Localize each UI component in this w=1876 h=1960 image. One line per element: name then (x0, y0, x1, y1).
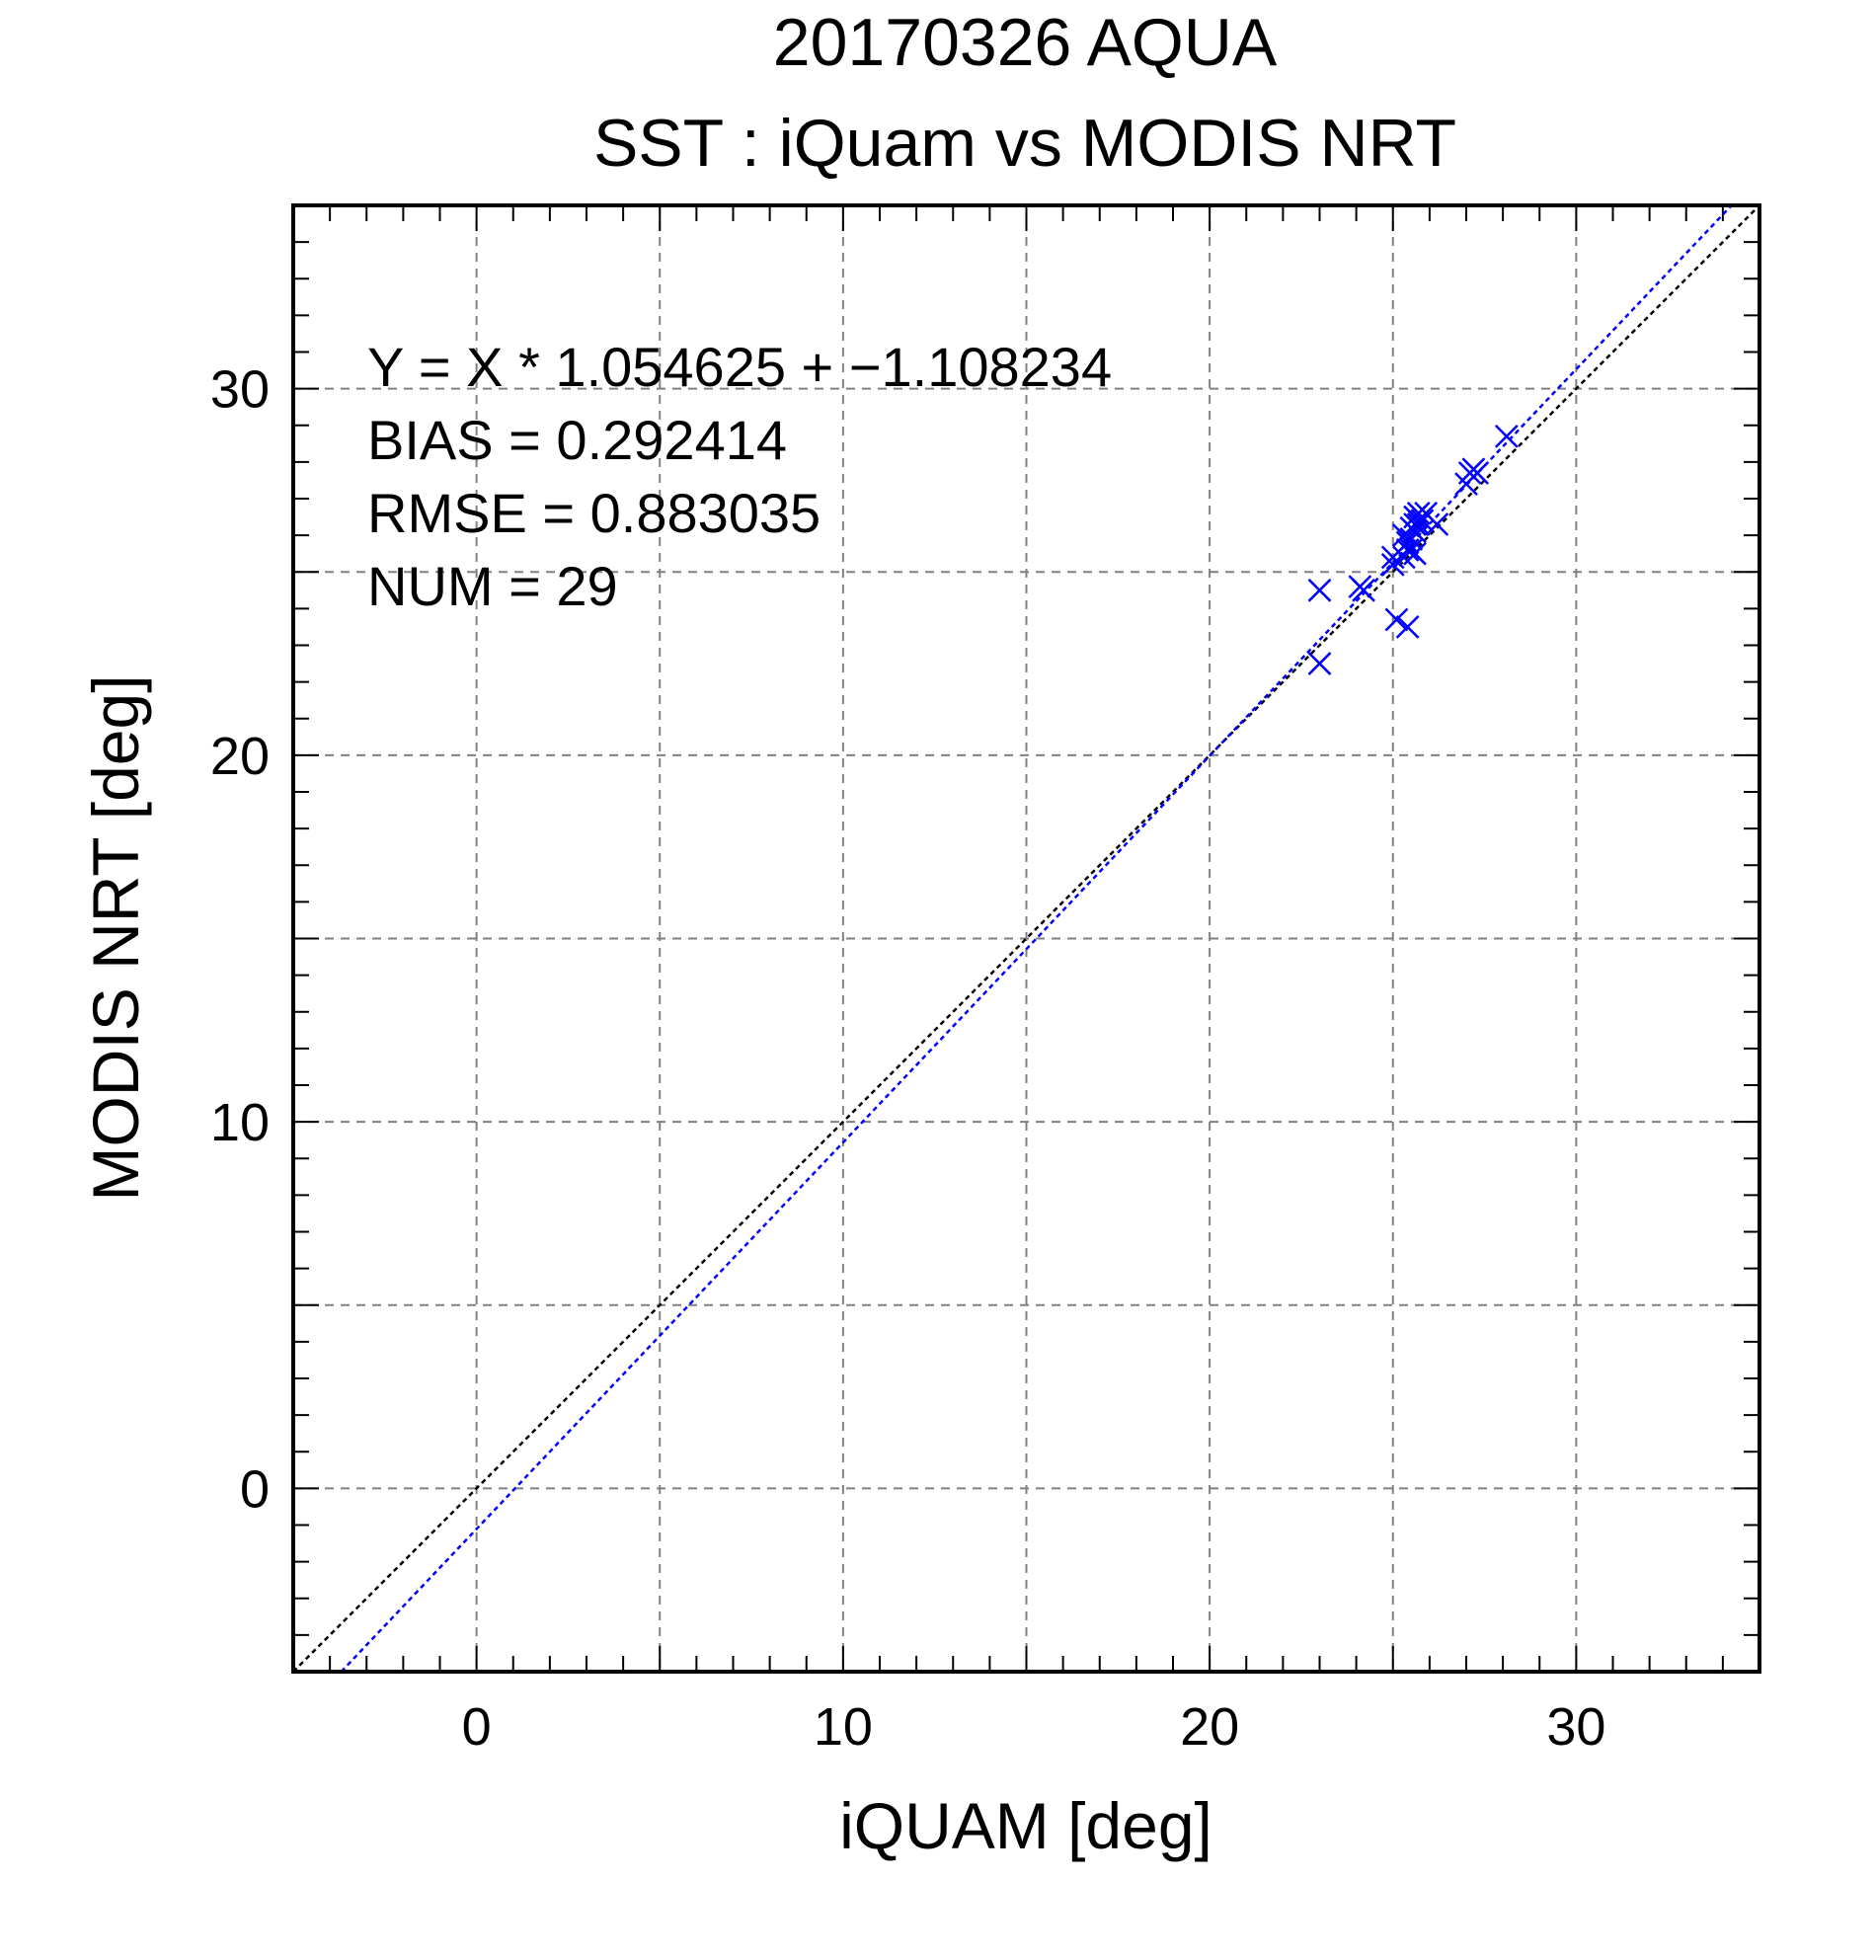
data-point-stroke (1384, 607, 1409, 632)
num-text: NUM = 29 (367, 555, 618, 617)
x-tick-label: 30 (1546, 1697, 1605, 1757)
data-point (1395, 615, 1420, 639)
data-point-stroke (1352, 578, 1375, 602)
one-to-one-line (292, 204, 1760, 1673)
tick-labels: 0 10 20 30 0 10 20 30 (210, 360, 1605, 1757)
bias-text: BIAS = 0.292414 (367, 409, 787, 471)
data-point-stroke (1403, 541, 1427, 566)
data-point (1399, 526, 1424, 551)
y-tick-label: 30 (210, 360, 270, 420)
y-axis-label: MODIS NRT [deg] (79, 674, 152, 1201)
data-point (1425, 512, 1449, 536)
plot-frame (291, 203, 1761, 1674)
y-tick-label: 20 (210, 727, 270, 786)
data-point-stroke (1410, 509, 1435, 533)
data-point (1392, 523, 1416, 548)
data-point-stroke (1392, 523, 1416, 548)
reference-lines (292, 204, 1760, 1673)
data-point-stroke (1425, 512, 1449, 536)
x-tick-label: 10 (814, 1697, 873, 1757)
data-point-stroke (1395, 615, 1420, 639)
data-point-stroke (1414, 501, 1439, 525)
data-point-stroke (1494, 425, 1519, 448)
data-point (1403, 541, 1427, 566)
data-point (1410, 509, 1435, 533)
data-point (1406, 501, 1431, 525)
data-point (1384, 607, 1409, 632)
data-point (1465, 461, 1490, 485)
x-tick-label: 0 (462, 1697, 492, 1757)
data-point-stroke (1399, 526, 1424, 551)
data-point-stroke (1465, 461, 1490, 485)
chart-title: 20170326 AQUA (773, 5, 1278, 80)
y-tick-label: 0 (240, 1459, 270, 1519)
rmse-text: RMSE = 0.883035 (367, 482, 821, 544)
fit-equation: Y = X * 1.054625 + −1.108234 (367, 336, 1112, 398)
y-tick-label: 10 (210, 1093, 270, 1152)
data-point-stroke (1307, 578, 1332, 602)
data-point (1380, 552, 1405, 577)
data-point-stroke (1380, 552, 1405, 577)
data-points (1307, 425, 1519, 675)
data-point (1307, 652, 1332, 675)
data-point (1352, 578, 1375, 602)
data-point (1494, 425, 1519, 448)
grid (293, 205, 1759, 1672)
minor-ticks (293, 205, 1759, 1672)
regression-line (340, 204, 1733, 1673)
data-point-stroke (1406, 501, 1431, 525)
chart-subtitle: SST : iQuam vs MODIS NRT (593, 106, 1456, 181)
x-axis-label: iQUAM [deg] (839, 1789, 1212, 1862)
data-point-stroke (1307, 652, 1332, 675)
data-point (1307, 578, 1332, 602)
x-tick-label: 20 (1180, 1697, 1239, 1757)
